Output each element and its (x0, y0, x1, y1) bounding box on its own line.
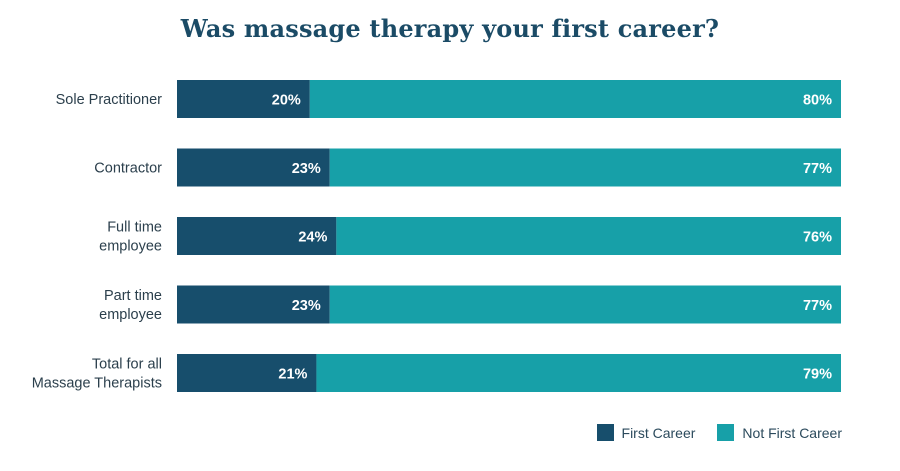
legend-label-not-first-career: Not First Career (742, 424, 842, 441)
bar-first-career-2 (177, 217, 337, 255)
data-label-first-career-4: 21% (278, 367, 307, 383)
chart-title: Was massage therapy your first career? (180, 14, 720, 43)
legend-label-first-career: First Career (621, 424, 696, 441)
bar-not-first-career-2 (336, 217, 841, 255)
bar-first-career-1 (177, 148, 330, 187)
category-label-4-1: Massage Therapists (32, 376, 162, 392)
legend-swatch-first-career (596, 424, 614, 441)
legend-swatch-not-first-career (717, 424, 735, 441)
legend-item-first-career: First Career (596, 424, 696, 441)
bar-not-first-career-0 (309, 80, 841, 118)
category-label-0-0: Sole Practitioner (56, 92, 163, 108)
bar-not-first-career-4 (316, 354, 841, 392)
category-label-3-0: Part time (104, 288, 162, 304)
bar-first-career-0 (177, 80, 310, 118)
category-label-2-1: employee (99, 239, 162, 255)
category-label-2-0: Full time (107, 220, 162, 236)
bar-not-first-career-1 (329, 148, 841, 187)
legend: First Career Not First Career (575, 424, 842, 441)
data-label-not-first-career-3: 77% (803, 298, 832, 314)
legend-item-not-first-career: Not First Career (717, 424, 842, 441)
category-label-1-0: Contractor (94, 161, 162, 177)
data-label-not-first-career-2: 76% (803, 230, 832, 246)
data-label-not-first-career-4: 79% (803, 367, 832, 383)
data-label-first-career-0: 20% (272, 93, 301, 109)
data-label-first-career-3: 23% (292, 298, 321, 314)
bar-not-first-career-3 (329, 285, 841, 324)
bar-first-career-3 (177, 285, 330, 324)
category-label-3-1: employee (99, 307, 162, 323)
data-label-not-first-career-0: 80% (803, 93, 832, 109)
data-label-not-first-career-1: 77% (803, 161, 832, 177)
bar-first-career-4 (177, 354, 317, 392)
category-label-4-0: Total for all (92, 357, 162, 373)
data-label-first-career-1: 23% (292, 161, 321, 177)
data-label-first-career-2: 24% (298, 230, 327, 246)
